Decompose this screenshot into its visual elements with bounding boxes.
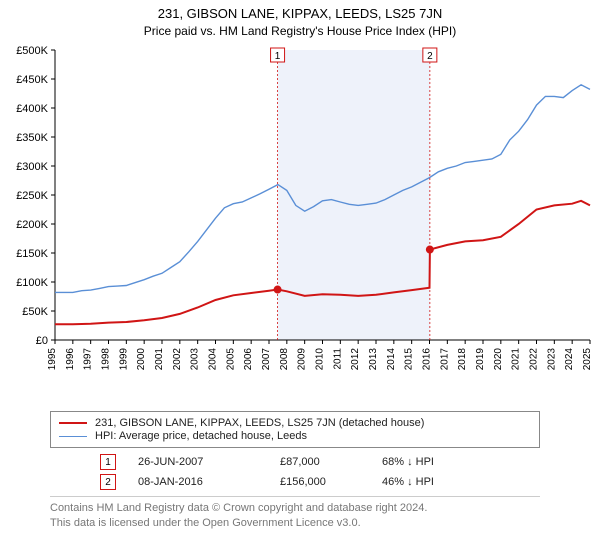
svg-text:2007: 2007 [261,348,272,371]
page: 231, GIBSON LANE, KIPPAX, LEEDS, LS25 7J… [0,0,600,531]
svg-text:1: 1 [275,51,281,62]
page-title: 231, GIBSON LANE, KIPPAX, LEEDS, LS25 7J… [0,6,600,21]
svg-text:2023: 2023 [546,348,557,371]
title-area: 231, GIBSON LANE, KIPPAX, LEEDS, LS25 7J… [0,0,600,40]
svg-text:2015: 2015 [404,348,415,371]
footer-line-1: Contains HM Land Registry data © Crown c… [50,501,540,516]
event-row-0: 1 26-JUN-2007 £87,000 68% ↓ HPI [100,454,540,470]
svg-text:2: 2 [427,51,433,62]
svg-text:2006: 2006 [243,348,254,371]
event-marker-1: 2 [100,474,116,490]
svg-text:2021: 2021 [511,348,522,371]
event-price-0: £87,000 [280,456,360,468]
footer: Contains HM Land Registry data © Crown c… [50,496,540,531]
chart-svg: £0 £50K £100K £150K £200K £250K £300K £350K £400… [0,40,600,400]
svg-text:2009: 2009 [297,348,308,371]
svg-text:£200K: £200K [16,219,48,231]
legend-events: 1 26-JUN-2007 £87,000 68% ↓ HPI 2 08-JAN… [100,454,540,490]
legend-row-0: 231, GIBSON LANE, KIPPAX, LEEDS, LS25 7J… [59,417,531,429]
svg-text:1998: 1998 [101,348,112,371]
event-date-1: 08-JAN-2016 [138,476,258,488]
legend-label-0: 231, GIBSON LANE, KIPPAX, LEEDS, LS25 7J… [95,417,424,429]
page-subtitle: Price paid vs. HM Land Registry's House … [0,24,600,38]
svg-text:2004: 2004 [208,348,219,371]
svg-text:£250K: £250K [16,190,48,202]
legend-row-1: HPI: Average price, detached house, Leed… [59,430,531,442]
legend-series-box: 231, GIBSON LANE, KIPPAX, LEEDS, LS25 7J… [50,411,540,448]
event-delta-1: 46% ↓ HPI [382,476,434,488]
svg-text:£50K: £50K [22,306,48,318]
svg-text:2012: 2012 [350,348,361,371]
svg-text:1995: 1995 [47,348,58,371]
svg-text:2017: 2017 [439,348,450,371]
svg-text:£350K: £350K [16,132,48,144]
event-row-1: 2 08-JAN-2016 £156,000 46% ↓ HPI [100,474,540,490]
svg-text:£0: £0 [36,335,48,347]
event-price-1: £156,000 [280,476,360,488]
event-delta-0: 68% ↓ HPI [382,456,434,468]
svg-text:£150K: £150K [16,248,48,260]
legend: 231, GIBSON LANE, KIPPAX, LEEDS, LS25 7J… [50,411,540,490]
chart: £0 £50K £100K £150K £200K £250K £300K £350K £400… [0,40,600,405]
svg-text:2020: 2020 [493,348,504,371]
svg-text:2000: 2000 [136,348,147,371]
svg-text:2014: 2014 [386,348,397,371]
footer-line-2: This data is licensed under the Open Gov… [50,516,540,531]
svg-text:£450K: £450K [16,74,48,86]
svg-text:£100K: £100K [16,277,48,289]
svg-text:2013: 2013 [368,348,379,371]
legend-swatch-0 [59,422,87,424]
svg-text:1999: 1999 [118,348,129,371]
svg-text:2025: 2025 [582,348,593,371]
svg-text:2018: 2018 [457,348,468,371]
svg-text:2022: 2022 [529,348,540,371]
svg-text:£300K: £300K [16,161,48,173]
svg-text:2005: 2005 [225,348,236,371]
svg-text:2008: 2008 [279,348,290,371]
event-marker-0: 1 [100,454,116,470]
svg-text:1997: 1997 [83,348,94,371]
legend-label-1: HPI: Average price, detached house, Leed… [95,430,307,442]
svg-text:£400K: £400K [16,103,48,115]
svg-text:2019: 2019 [475,348,486,371]
svg-text:2024: 2024 [564,348,575,371]
svg-text:2002: 2002 [172,348,183,371]
legend-swatch-1 [59,436,87,437]
svg-text:2011: 2011 [332,348,343,370]
event-date-0: 26-JUN-2007 [138,456,258,468]
svg-text:1996: 1996 [65,348,76,371]
svg-text:2003: 2003 [190,348,201,371]
svg-text:2016: 2016 [422,348,433,371]
svg-text:2010: 2010 [315,348,326,371]
svg-text:2001: 2001 [154,348,165,371]
svg-text:£500K: £500K [16,45,48,57]
